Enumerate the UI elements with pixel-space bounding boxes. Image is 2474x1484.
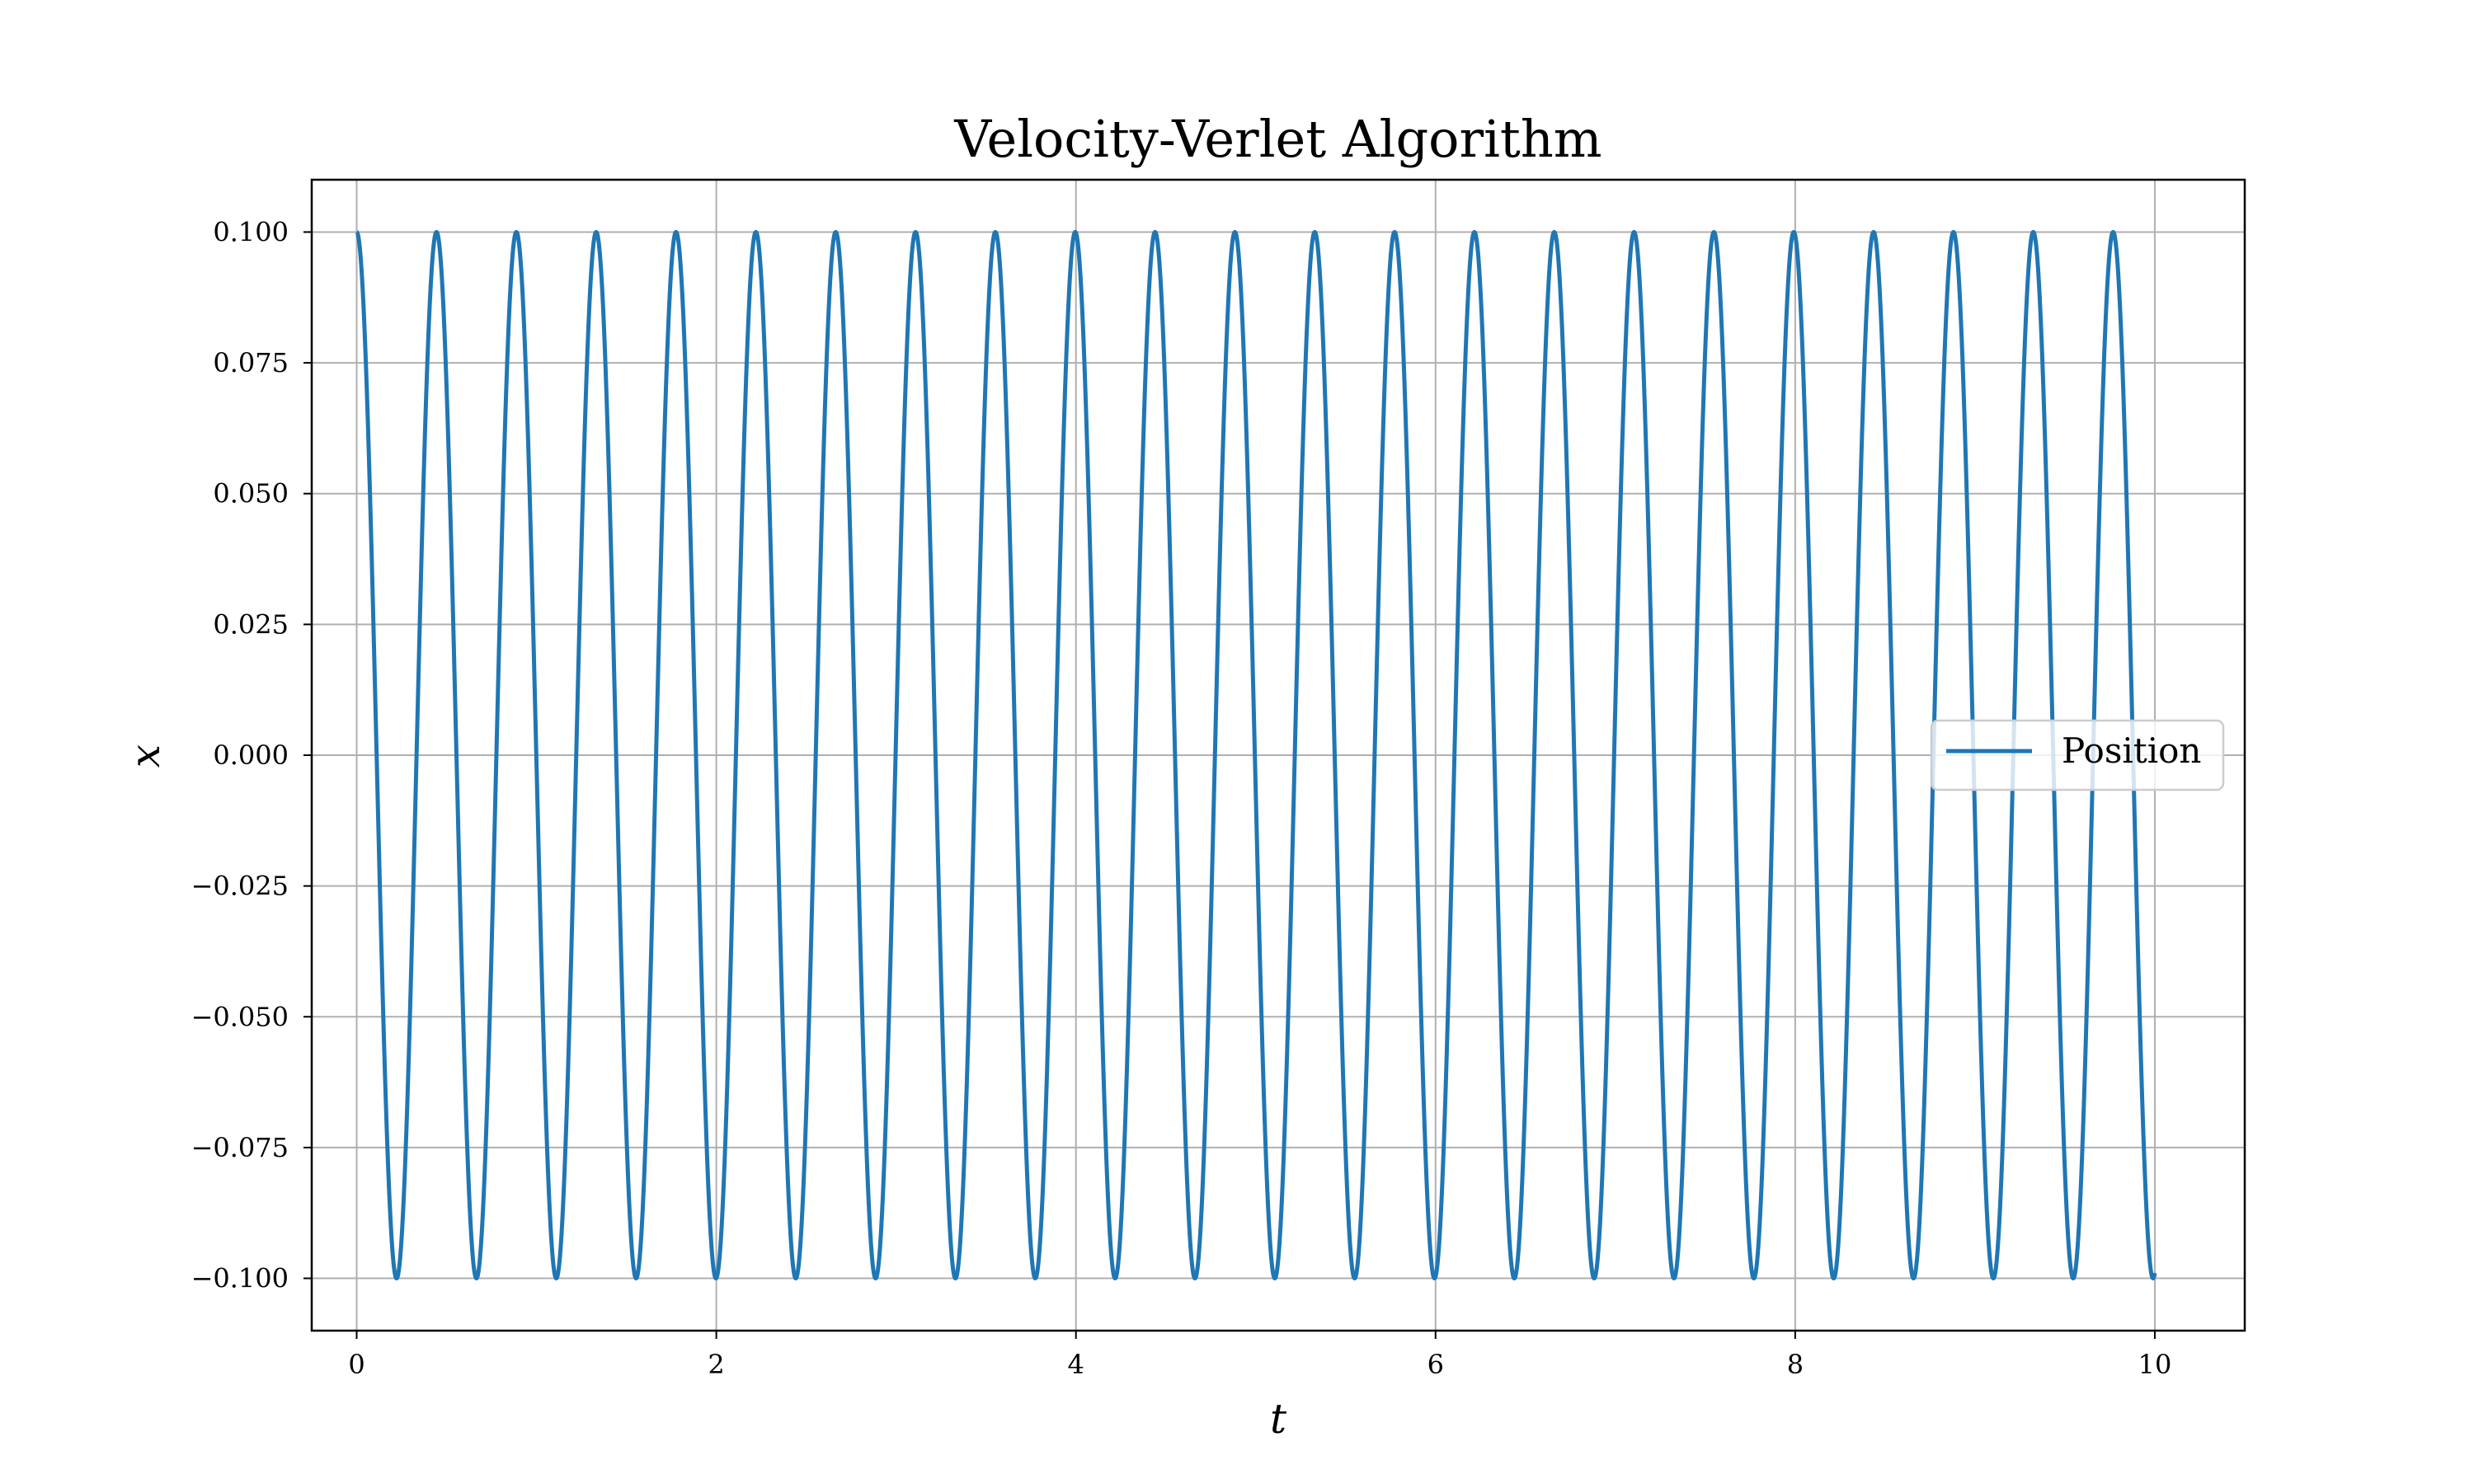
y-tick-label: −0.100	[191, 1263, 289, 1294]
legend: Position	[1930, 719, 2225, 791]
y-tick-label: 0.100	[213, 216, 289, 247]
y-axis-label: x	[121, 744, 169, 768]
x-tick-label: 0	[348, 1349, 365, 1380]
y-tick-label: −0.050	[191, 1001, 289, 1032]
x-tick-label: 4	[1068, 1349, 1084, 1380]
y-tick-label: 0.025	[213, 608, 289, 640]
legend-label-position: Position	[2062, 730, 2201, 771]
y-tick-label: −0.075	[191, 1132, 289, 1163]
y-tick-label: 0.050	[213, 478, 289, 510]
grid-lines	[312, 180, 2245, 1331]
x-tick-label: 6	[1427, 1349, 1444, 1380]
x-axis-label: t	[1270, 1395, 1287, 1443]
series-layer	[355, 229, 2157, 1281]
y-tick-label: 0.075	[213, 347, 289, 378]
series-line-position	[355, 229, 2157, 1281]
y-tick-label: −0.025	[191, 871, 289, 902]
legend-box	[1930, 719, 2225, 791]
chart-title: Velocity-Verlet Algorithm	[953, 109, 1602, 169]
y-tick-label: 0.000	[213, 740, 289, 771]
x-tick-label: 2	[708, 1349, 724, 1380]
axis-ticks: 0 2 4 6 8 10 0.100 0.075 0.050 0.025 0.000 −0.025 −0…	[191, 216, 2172, 1380]
x-tick-label: 8	[1787, 1349, 1804, 1380]
x-tick-label: 10	[2138, 1349, 2172, 1380]
